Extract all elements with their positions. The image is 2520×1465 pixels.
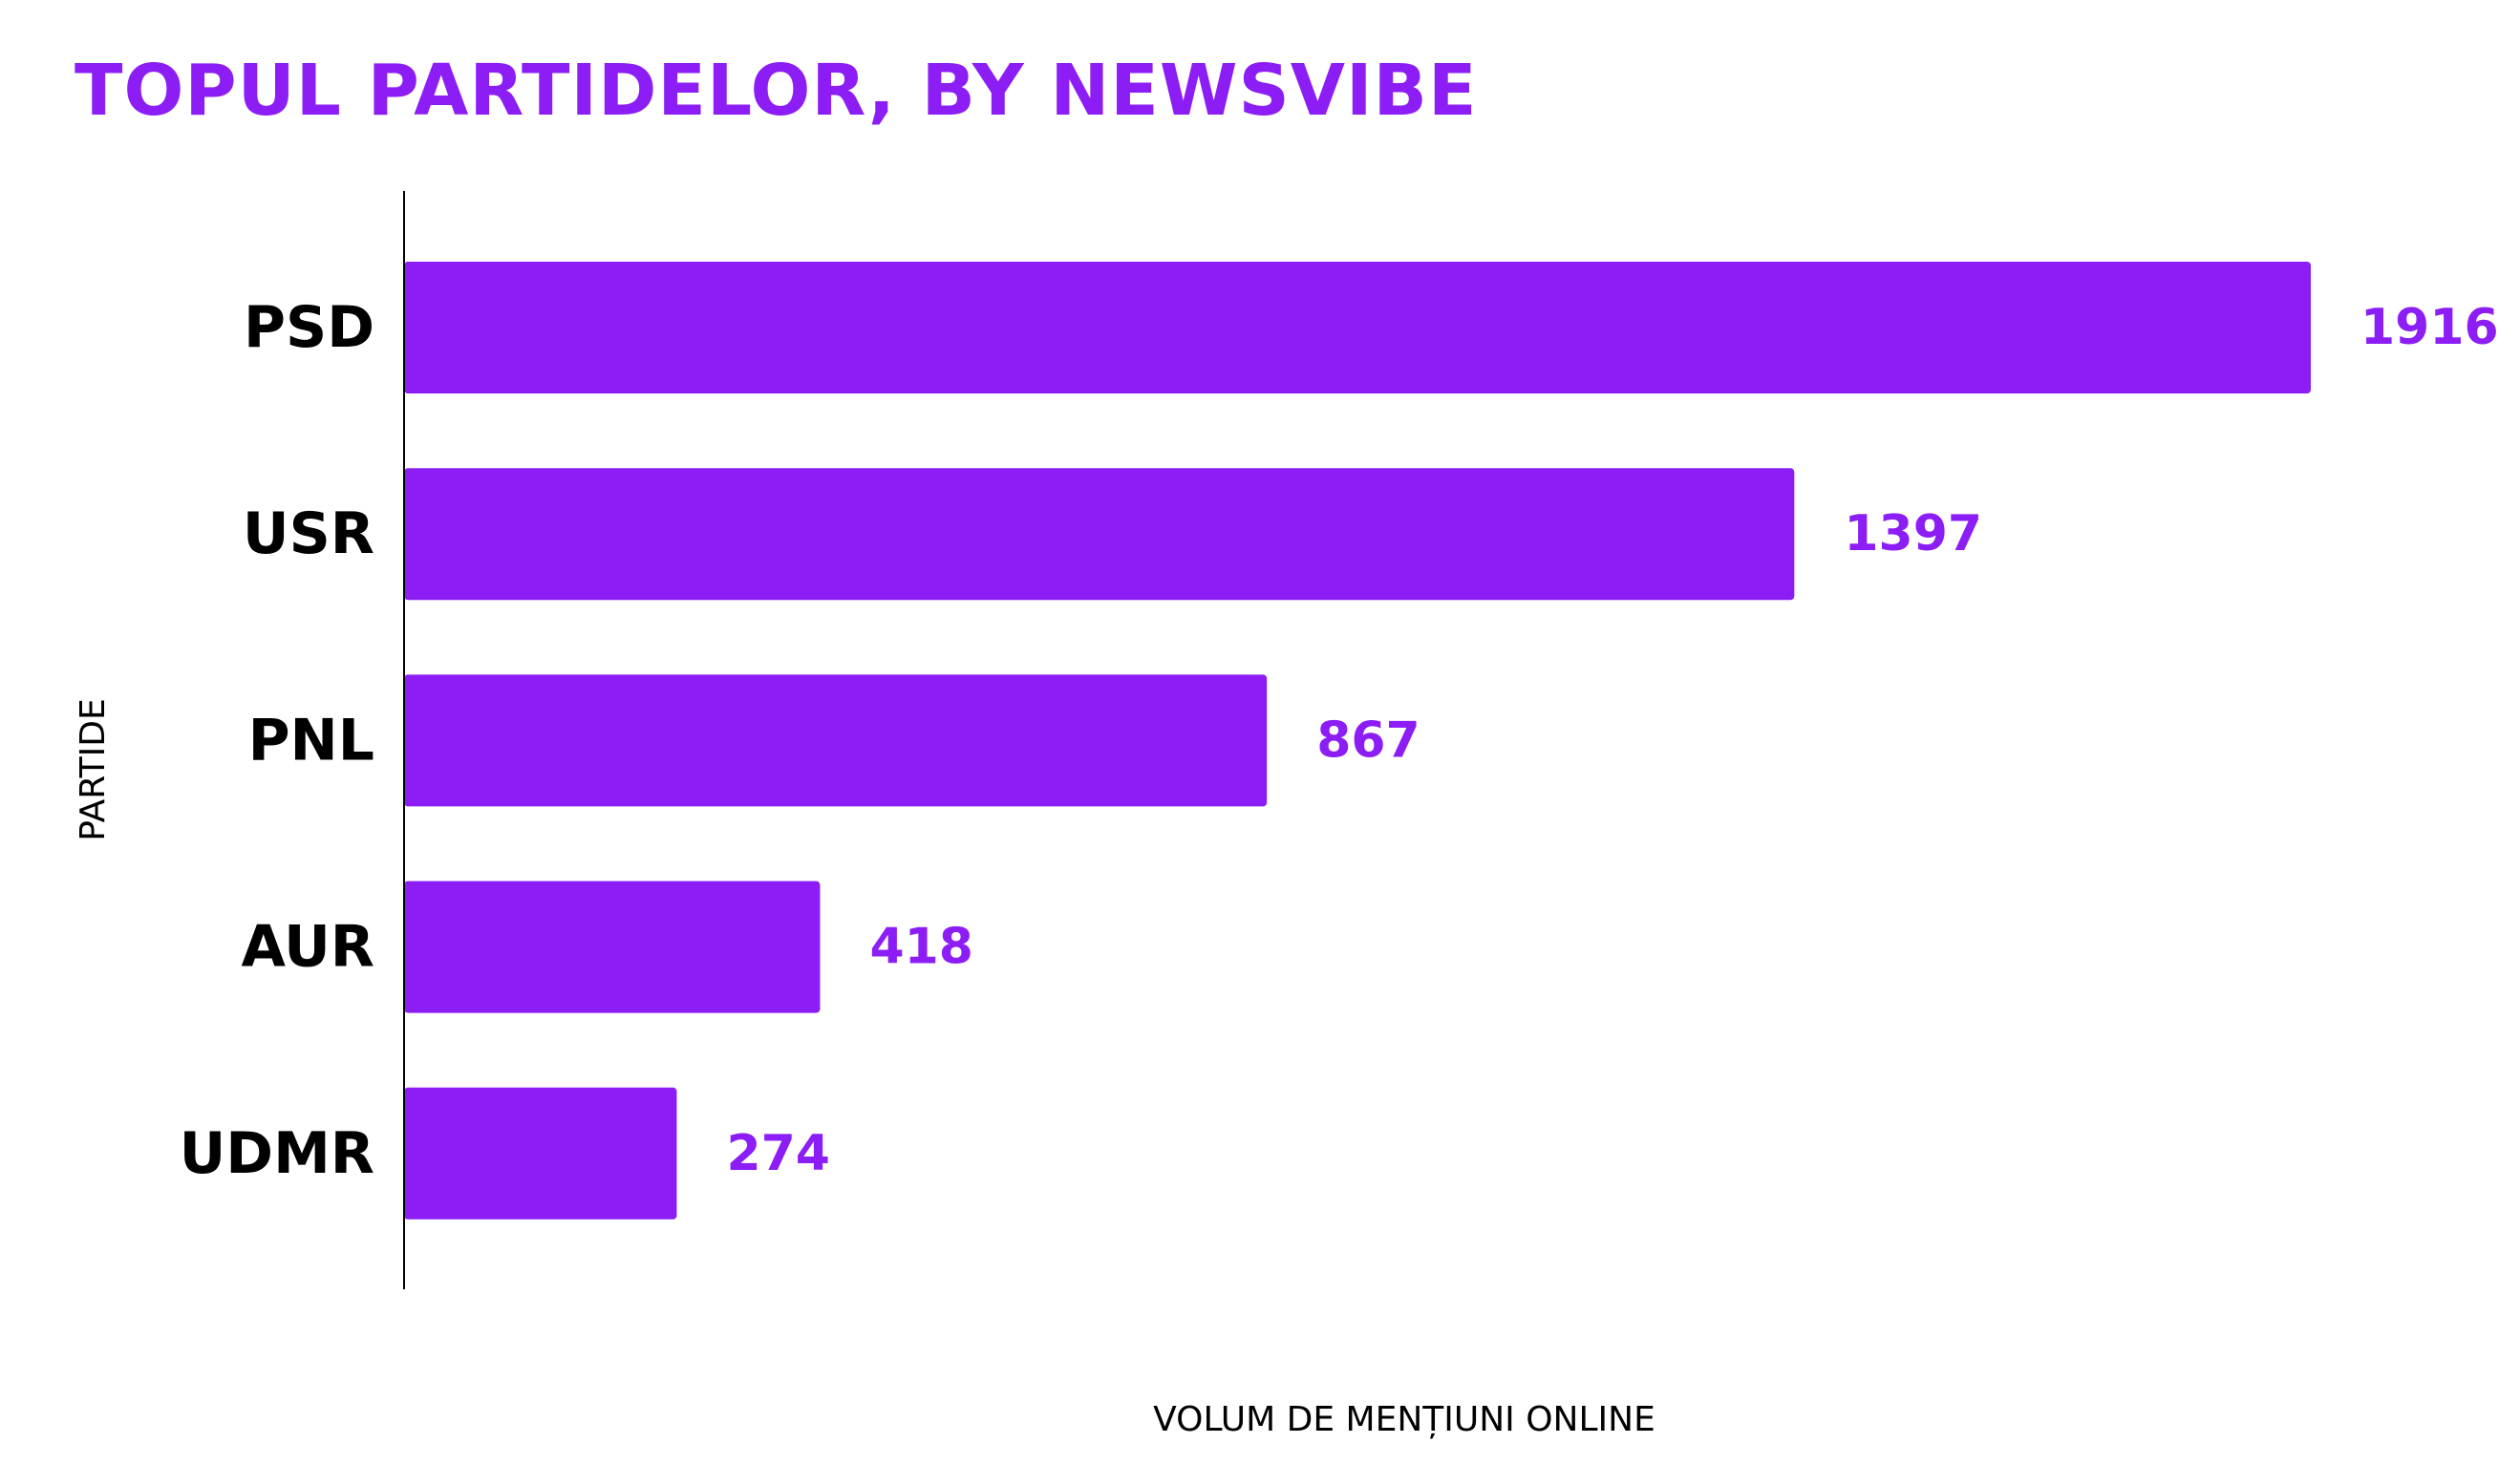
chart-title: TOPUL PARTIDELOR, BY NEWSVIBE [75,50,1478,132]
data-label-usr: 1397 [1844,505,1982,563]
data-label-aur: 418 [869,919,973,976]
bar-psd [404,262,2311,393]
y-tick-label-pnl: PNL [248,707,374,774]
y-tick-label-aur: AUR [241,914,374,981]
bar-usr [404,468,1795,601]
y-tick-label-usr: USR [243,500,374,567]
data-label-udmr: 274 [726,1125,830,1182]
x-axis-title: VOLUM DE MENȚIUNI ONLINE [1153,1400,1655,1439]
data-label-pnl: 867 [1316,711,1420,769]
data-label-psd: 1916 [2360,299,2499,356]
bar-udmr [404,1087,677,1220]
y-tick-label-psd: PSD [244,294,374,361]
bar-pnl [404,674,1268,807]
y-tick-label-udmr: UDMR [180,1120,374,1187]
bar-aur [404,881,821,1013]
